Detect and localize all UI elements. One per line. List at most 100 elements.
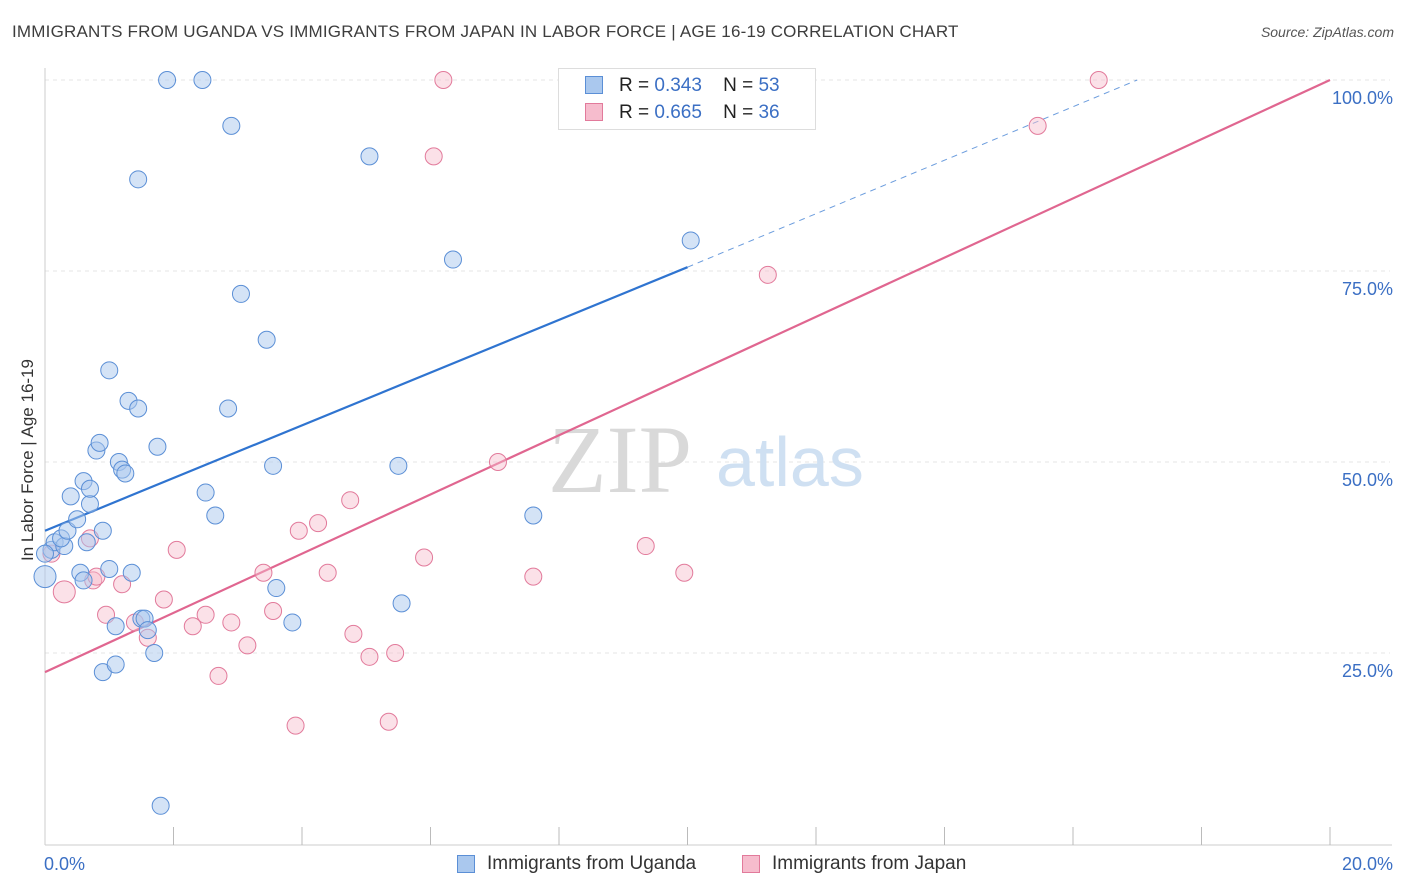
uganda-point [193,71,212,89]
uganda-point [93,521,112,540]
japan-point [238,636,257,655]
japan-point [360,647,379,666]
japan-point [758,265,777,284]
japan-swatch [585,103,603,121]
japan-stats-text: R = 0.665 N = 36 [619,102,780,124]
x-tick-label: 0.0% [44,854,85,874]
japan-point [379,712,398,731]
japan-r-label: R = [619,102,650,123]
japan-point [386,644,405,662]
uganda-point [206,506,225,525]
uganda-trend-extension [687,79,1138,268]
japan-point [424,147,443,166]
x-tick-label: 20.0% [1342,854,1393,874]
legend-uganda-swatch [457,855,475,873]
japan-point [1028,116,1047,135]
japan-point [209,666,228,685]
uganda-n-label: N = [723,75,754,96]
uganda-point [129,399,148,418]
uganda-point [61,487,80,506]
japan-point [434,71,453,89]
japan-points [42,71,1108,735]
japan-point [341,491,360,510]
uganda-stats-text: R = 0.343 N = 53 [619,75,780,97]
uganda-point [222,116,241,135]
japan-point [289,521,308,540]
legend: Immigrants from Uganda Immigrants from J… [0,852,1406,878]
japan-point [344,624,363,643]
gridlines [45,79,1390,654]
uganda-point [129,170,148,189]
uganda-point [58,521,77,540]
y-tick-label: 75.0% [1342,279,1393,299]
uganda-point [360,147,379,166]
uganda-point [524,506,543,525]
uganda-point [74,571,93,590]
chart-title: IMMIGRANTS FROM UGANDA VS IMMIGRANTS FRO… [12,22,959,41]
japan-point [636,537,655,556]
japan-point [488,453,507,471]
uganda-point [36,544,54,563]
uganda-swatch [585,76,603,94]
uganda-point [231,284,250,303]
uganda-point [392,594,411,613]
uganda-point [80,495,99,514]
uganda-point [77,533,96,552]
japan-point [415,548,434,567]
uganda-point [68,510,87,529]
uganda-point [389,456,408,475]
japan-r-value: 0.665 [654,102,702,123]
watermark-zip: ZIP [548,406,692,513]
uganda-point [148,437,167,456]
japan-n-label: N = [723,102,754,123]
uganda-point [257,330,276,349]
uganda-point [158,71,177,89]
japan-point [254,563,273,582]
uganda-point [122,563,141,582]
japan-point [154,590,173,609]
uganda-r-value: 0.343 [654,75,702,96]
uganda-point [100,559,119,578]
tick-labels: 25.0% 50.0% 75.0% 100.0% 0.0% 20.0% [44,88,1393,874]
japan-point [222,613,241,632]
uganda-r-label: R = [619,75,650,96]
axes [44,68,1392,846]
uganda-point [33,565,57,589]
uganda-point [219,399,238,418]
uganda-n-value: 53 [758,75,780,96]
watermark-atlas: atlas [716,423,864,501]
stats-box: R = 0.343 N = 53 R = 0.665 N = 36 [558,68,816,130]
source-label: Source: ZipAtlas.com [1260,24,1394,40]
watermark: ZIP atlas [548,406,864,513]
japan-point [675,563,694,582]
japan-point [97,605,116,624]
japan-point [524,567,543,586]
japan-point [286,716,305,735]
y-tick-label: 25.0% [1342,661,1393,681]
y-tick-label: 50.0% [1342,470,1393,490]
japan-point [318,563,337,582]
uganda-point [264,456,283,475]
japan-point [196,605,215,624]
uganda-point [443,250,462,269]
uganda-point [283,613,302,632]
uganda-point [145,644,164,662]
legend-japan-label: Immigrants from Japan [772,853,967,874]
japan-point [113,575,132,594]
japan-point [183,617,202,636]
uganda-point [196,483,215,502]
legend-uganda-label: Immigrants from Uganda [487,853,697,874]
uganda-points [33,71,700,815]
legend-japan-swatch [742,855,760,873]
uganda-point [106,655,125,674]
uganda-point [681,231,700,250]
japan-point [52,580,76,604]
uganda-point [267,579,286,598]
japan-point [264,601,283,620]
uganda-point [80,479,99,498]
japan-point [167,540,186,559]
japan-trend-line [44,79,1331,674]
uganda-point [90,433,109,452]
japan-point [309,514,328,533]
